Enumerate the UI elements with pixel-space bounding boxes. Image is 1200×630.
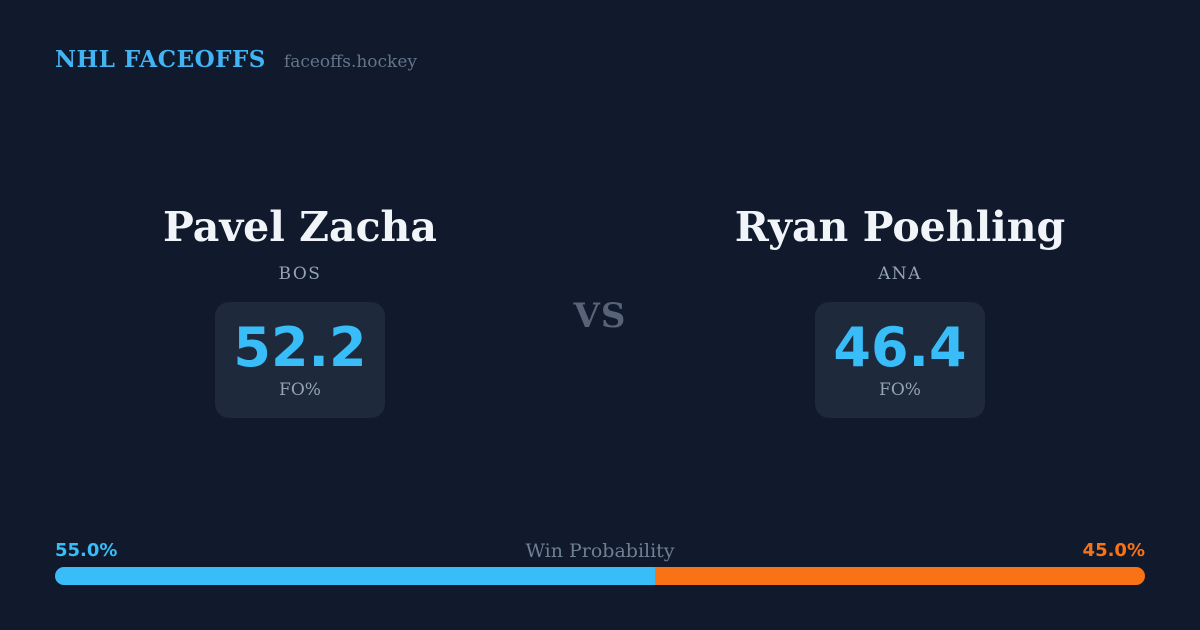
player-name-left: Pavel Zacha	[163, 203, 437, 251]
winprob-left-pct: 55.0%	[55, 540, 118, 561]
header: NHL FACEOFFS faceoffs.hockey	[55, 46, 417, 73]
stat-box-left: 52.2 FO%	[215, 302, 385, 419]
stat-value-right: 46.4	[833, 315, 967, 379]
winprob-bar-left-segment	[55, 567, 655, 585]
stat-value-left: 52.2	[233, 315, 367, 379]
player-card-right: Ryan Poehling ANA 46.4 FO%	[730, 203, 1070, 419]
brand-title: NHL FACEOFFS	[55, 46, 266, 73]
stat-label-left: FO%	[279, 380, 321, 401]
player-name-right: Ryan Poehling	[734, 203, 1066, 251]
winprob-bar-right-segment	[654, 567, 1145, 585]
winprob-right-pct: 45.0%	[1082, 540, 1145, 561]
stat-label-right: FO%	[879, 380, 921, 401]
player-team-left: BOS	[278, 264, 322, 285]
player-team-right: ANA	[878, 264, 922, 285]
winprob-title: Win Probability	[525, 540, 675, 562]
winprob-labels: 55.0% Win Probability 45.0%	[55, 540, 1145, 564]
vs-label: VS	[573, 296, 627, 336]
player-card-left: Pavel Zacha BOS 52.2 FO%	[130, 203, 470, 419]
winprob-bar	[55, 567, 1145, 585]
site-url: faceoffs.hockey	[283, 52, 418, 72]
stat-box-right: 46.4 FO%	[815, 302, 985, 419]
